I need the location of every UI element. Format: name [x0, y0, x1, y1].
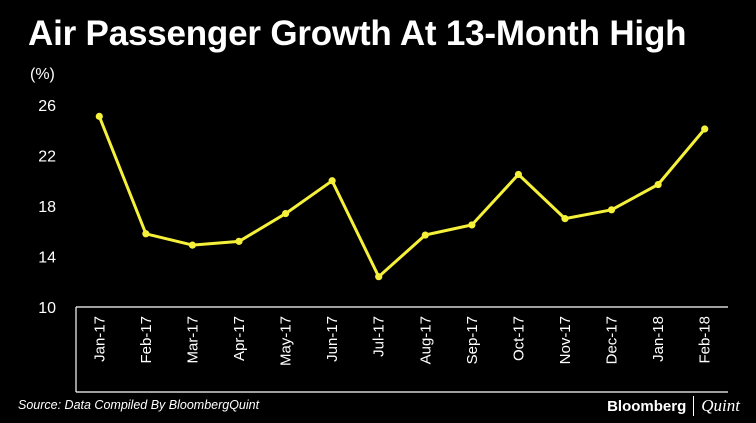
data-point — [375, 273, 383, 281]
data-point — [281, 209, 290, 218]
y-axis-unit-label: (%) — [30, 66, 55, 83]
y-tick-label: 22 — [38, 149, 56, 166]
x-tick-label: Feb-18 — [697, 316, 714, 364]
x-tick-label: Apr-17 — [231, 316, 248, 361]
y-tick-label: 14 — [38, 250, 56, 267]
x-tick-label: Dec-17 — [604, 316, 621, 364]
x-tick-label: Nov-17 — [557, 316, 574, 364]
x-tick-label: Mar-17 — [184, 316, 201, 364]
data-point — [561, 215, 569, 223]
brand-sub: Quint — [701, 396, 740, 415]
x-tick-label: May-17 — [278, 316, 295, 366]
data-point — [142, 230, 150, 238]
data-point — [188, 241, 197, 249]
data-point — [235, 237, 243, 245]
data-point — [95, 112, 103, 120]
x-tick-label: Jan-17 — [91, 316, 108, 362]
y-tick-label: 26 — [38, 98, 56, 115]
x-tick-label: Aug-17 — [417, 316, 434, 364]
x-tick-label: Jun-17 — [324, 316, 341, 362]
brand-divider — [693, 396, 695, 416]
brand-name: Bloomberg — [607, 397, 687, 415]
x-tick-label: Jul-17 — [371, 316, 388, 357]
data-point — [654, 180, 662, 189]
series-line — [97, 115, 706, 279]
x-tick-label: Feb-17 — [138, 316, 155, 364]
x-tick-label: Jan-18 — [650, 316, 667, 362]
brand-logo: Bloomberg Quint — [607, 396, 740, 416]
data-point — [607, 206, 616, 214]
data-point — [421, 231, 429, 239]
y-tick-label: 10 — [38, 300, 56, 317]
data-point — [701, 125, 709, 133]
chart-title: Air Passenger Growth At 13-Month High — [28, 14, 687, 53]
y-tick-label: 18 — [38, 199, 56, 216]
x-tick-label: Sep-17 — [464, 316, 481, 364]
data-point — [328, 177, 336, 185]
source-note: Source: Data Compiled By BloombergQuint — [18, 398, 260, 412]
x-tick-label: Oct-17 — [510, 316, 527, 361]
data-point — [468, 221, 476, 229]
data-point — [514, 170, 523, 179]
